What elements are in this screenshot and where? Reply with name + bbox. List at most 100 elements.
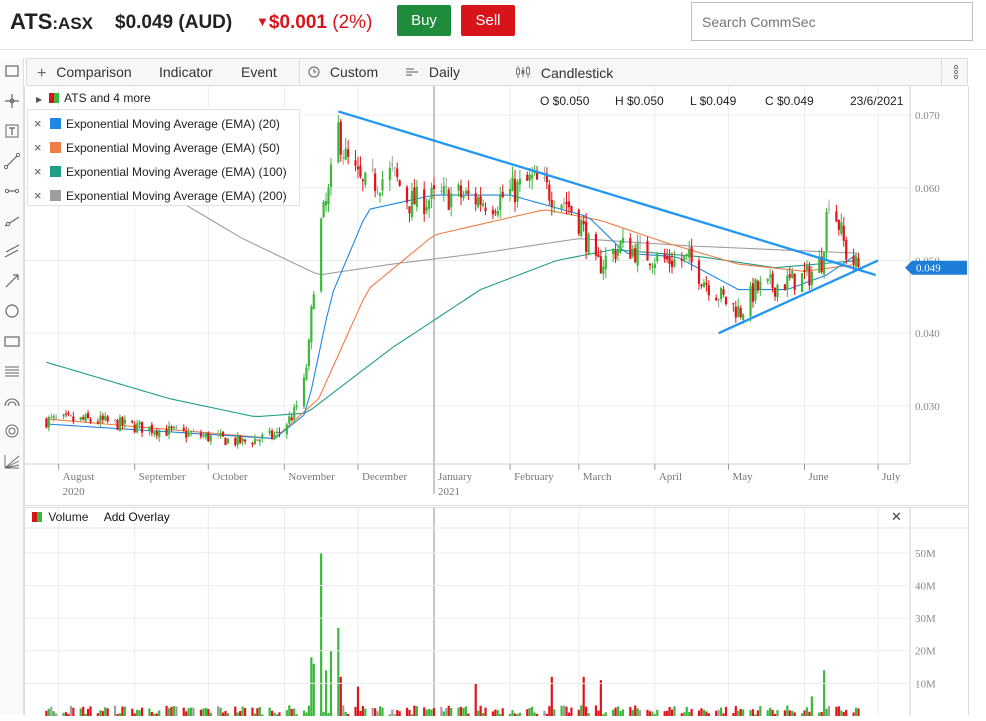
candle-body [825, 211, 828, 251]
indicator-button[interactable]: Indicator [159, 64, 213, 80]
series-swatch-icon [48, 93, 59, 103]
arrow-tool-icon[interactable] [2, 271, 22, 291]
horizontal-line-icon[interactable] [2, 181, 22, 201]
candle-body [818, 257, 821, 273]
candle-body [597, 254, 600, 258]
candle-body [364, 172, 367, 185]
search-input[interactable] [691, 2, 973, 41]
spiral-tool-icon[interactable] [2, 421, 22, 441]
drawing-tools-sidebar [0, 58, 24, 715]
volume-bar [302, 710, 306, 716]
clock-icon [308, 66, 320, 78]
candle-body [268, 430, 271, 434]
volume-chart[interactable]: 50M 40M 30M 20M 10M [25, 508, 970, 716]
candle-body [84, 414, 87, 422]
candle-body [288, 416, 291, 424]
candle-body [800, 273, 804, 292]
volume-bar [852, 712, 855, 716]
candle-body [302, 377, 306, 407]
gann-fan-icon[interactable] [2, 451, 22, 471]
candle-body [567, 201, 571, 208]
volume-bar [148, 708, 151, 716]
volume-tick-label: 50M [915, 548, 936, 560]
candle-body [491, 209, 494, 215]
volume-bar [526, 709, 529, 716]
close-icon[interactable]: ✕ [891, 509, 902, 524]
candle-body [634, 247, 637, 263]
ohlc-open: O $0.050 [540, 94, 590, 108]
custom-range-button[interactable]: Custom [308, 64, 378, 80]
series-selector[interactable]: ▶ ATS and 4 more [36, 91, 151, 105]
volume-bar [101, 711, 104, 716]
arc-tool-icon[interactable] [2, 391, 22, 411]
remove-indicator-icon[interactable]: × [34, 164, 42, 179]
volume-bar [273, 712, 276, 716]
remove-indicator-icon[interactable]: × [34, 188, 42, 203]
custom-label: Custom [329, 64, 379, 80]
volume-bar [202, 708, 205, 716]
ema-20-swatch [50, 118, 61, 129]
buy-button[interactable]: Buy [397, 5, 451, 36]
candle-body [479, 196, 482, 205]
volume-bar [614, 707, 617, 716]
volume-bar [631, 709, 634, 716]
volume-bar [430, 709, 433, 716]
price-chart-panel[interactable]: 0.0700.0600.0500.0400.030AugustSeptember… [24, 86, 969, 506]
candle-body [185, 431, 188, 438]
crosshair-icon[interactable] [2, 91, 22, 111]
legend-item-ema-100[interactable]: × Exponential Moving Average (EMA) (100) [28, 160, 300, 182]
volume-bar [604, 712, 607, 716]
volume-bar [577, 709, 580, 716]
volume-chart-panel[interactable]: 50M 40M 30M 20M 10M [24, 507, 970, 716]
candle-body [702, 282, 706, 288]
candle-body [501, 191, 504, 198]
volume-bar [408, 709, 411, 716]
circle-tool-icon[interactable] [2, 301, 22, 321]
add-overlay-button[interactable]: Add Overlay [103, 510, 170, 524]
volume-bar [567, 712, 571, 716]
comparison-button[interactable]: + Comparison [37, 64, 132, 82]
volume-bar [751, 709, 755, 716]
candle-body [123, 419, 126, 424]
interval-button[interactable]: Daily [405, 64, 460, 80]
volume-bar [234, 706, 237, 716]
remove-indicator-icon[interactable]: × [34, 116, 42, 131]
volume-bar [759, 706, 762, 716]
volume-swatch-icon [32, 512, 42, 522]
candle-body [356, 166, 360, 170]
candle-body [823, 251, 826, 275]
sell-button[interactable]: Sell [461, 5, 515, 36]
volume-bar [464, 706, 468, 716]
ray-tool-icon[interactable] [2, 211, 22, 231]
line-tool-icon[interactable] [2, 151, 22, 171]
candle-body [742, 314, 745, 320]
volume-bar [808, 711, 811, 716]
volume-bar [342, 705, 345, 716]
legend-item-ema-200[interactable]: × Exponential Moving Average (EMA) (200) [28, 184, 300, 206]
volume-bar [339, 676, 342, 716]
candle-body [116, 419, 119, 430]
channel-tool-icon[interactable] [2, 241, 22, 261]
volume-bar [275, 714, 279, 716]
volume-bar [717, 709, 720, 716]
price-chart[interactable]: 0.0700.0600.0500.0400.030AugustSeptember… [25, 86, 970, 506]
text-tool-icon[interactable] [2, 121, 22, 141]
remove-indicator-icon[interactable]: × [34, 140, 42, 155]
kebab-menu-icon[interactable] [952, 64, 960, 80]
plus-icon: + [37, 65, 47, 82]
candle-body [783, 284, 786, 291]
panel-toggle-icon[interactable] [2, 61, 22, 81]
legend-item-ema-50[interactable]: × Exponential Moving Average (EMA) (50) [28, 136, 300, 158]
chart-type-button[interactable]: Candlestick [515, 64, 613, 81]
volume-bar [491, 711, 494, 716]
rectangle-tool-icon[interactable] [2, 331, 22, 351]
candle-body [405, 187, 409, 203]
volume-bar [361, 706, 364, 716]
fibonacci-icon[interactable] [2, 361, 22, 381]
candle-body [295, 405, 298, 408]
event-button[interactable]: Event [241, 64, 277, 80]
candle-body [565, 201, 568, 205]
candle-body [104, 415, 107, 421]
candle-body [788, 274, 791, 278]
legend-item-ema-20[interactable]: × Exponential Moving Average (EMA) (20) [28, 112, 300, 134]
